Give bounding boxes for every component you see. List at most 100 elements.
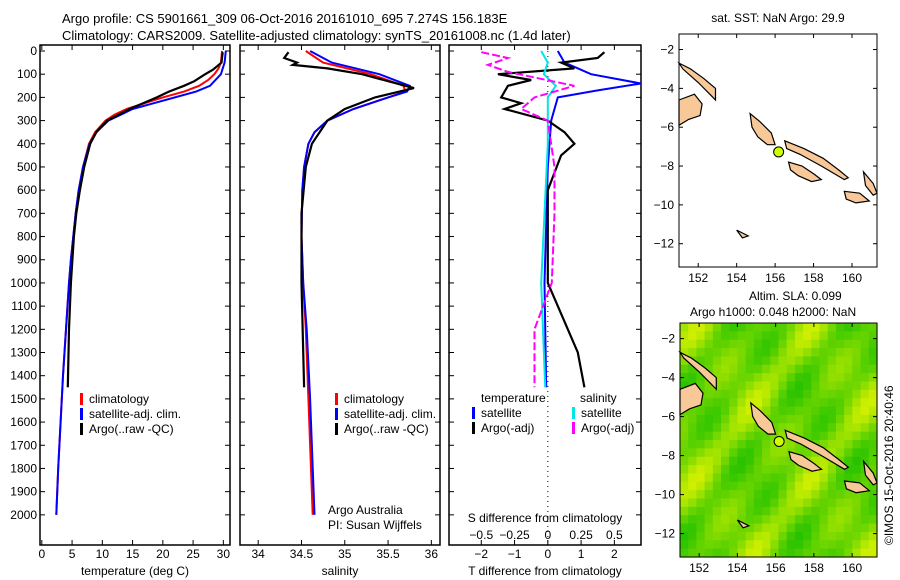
sla-cell	[770, 331, 780, 341]
sla-cell	[868, 398, 878, 408]
sla-cell	[704, 540, 714, 550]
y-tick-label: 1800	[10, 461, 37, 475]
sla-cell	[786, 381, 796, 391]
sla-cell	[778, 339, 788, 349]
sla-cell	[721, 331, 730, 341]
sla-cell	[860, 523, 870, 533]
sla-cell	[704, 423, 714, 433]
sla-cell	[811, 406, 821, 416]
sla-cell	[745, 523, 755, 533]
legend-label: Argo(-adj)	[481, 421, 534, 435]
sla-cell	[762, 406, 771, 416]
sla-cell	[762, 373, 771, 383]
y-tick-label: 1000	[10, 276, 37, 290]
sla-cell	[762, 465, 771, 475]
sla-cell	[753, 348, 763, 358]
sla-cell	[794, 423, 804, 433]
y-tick-label: 1400	[10, 369, 37, 383]
sla-cell	[868, 448, 878, 458]
sla-cell	[786, 423, 796, 433]
profile-panel-temperature: 0 5 10 15 20 25 300100200300400500600700800900…	[10, 44, 231, 578]
sla-cell	[860, 339, 870, 349]
sla-cell	[745, 515, 755, 525]
sla-cell	[762, 323, 771, 332]
sla-cell	[860, 423, 870, 433]
sla-cell	[778, 481, 788, 491]
sla-cell	[696, 381, 706, 391]
sla-cell	[688, 548, 698, 558]
sla-cell	[753, 440, 763, 449]
sla-cell	[696, 523, 706, 533]
series-climatology	[300, 50, 407, 515]
sla-cell	[729, 440, 739, 449]
sla-cell	[819, 348, 829, 358]
sla-cell	[737, 331, 747, 341]
sla-cell	[811, 389, 821, 399]
sla-cell	[803, 373, 812, 383]
sla-cell	[696, 414, 706, 424]
sla-cell	[729, 398, 739, 408]
sla-cell	[803, 414, 812, 424]
sla-cell	[680, 540, 689, 550]
sla-cell	[803, 506, 812, 516]
sla-cell	[794, 531, 804, 541]
sla-cell	[721, 456, 730, 466]
sla-cell	[835, 331, 845, 341]
sla-cell	[737, 506, 747, 516]
sla-cell	[827, 465, 837, 475]
sla-cell	[860, 323, 870, 332]
sla-cell	[803, 323, 812, 332]
sla-cell	[721, 339, 730, 349]
x-tick-label: 0	[38, 547, 45, 561]
sla-cell	[704, 348, 714, 358]
sla-cell	[827, 414, 837, 424]
sla-cell	[819, 515, 829, 525]
sla-cell	[852, 498, 862, 508]
island	[677, 61, 717, 102]
sla-cell	[762, 523, 771, 533]
sla-cell	[770, 356, 780, 366]
sla-cell	[852, 339, 862, 349]
sla-cell	[688, 490, 698, 500]
sla-cell	[778, 381, 788, 391]
sla-cell	[803, 515, 812, 525]
lat-tick-label: −6	[660, 120, 674, 134]
sla-cell	[762, 473, 771, 483]
sla-cell	[811, 540, 821, 550]
sla-cell	[745, 339, 755, 349]
sla-cell	[819, 356, 829, 366]
sla-cell	[803, 331, 812, 341]
sla-cell	[827, 356, 837, 366]
sla-cell	[868, 356, 878, 366]
sla-cell	[770, 490, 780, 500]
sla-cell	[753, 498, 763, 508]
sla-cell	[737, 373, 747, 383]
sla-cell	[745, 348, 755, 358]
argo-float-marker	[773, 435, 785, 447]
sla-cell	[786, 440, 796, 449]
sla-cell	[827, 515, 837, 525]
sla-cell	[712, 398, 722, 408]
sla-cell	[868, 389, 878, 399]
sla-cell	[844, 348, 853, 358]
sla-cell	[860, 506, 870, 516]
sla-cell	[745, 490, 755, 500]
sla-cell	[852, 506, 862, 516]
sla-cell	[811, 339, 821, 349]
sla-cell	[704, 473, 714, 483]
sla-cell	[704, 431, 714, 441]
sla-cell	[852, 356, 862, 366]
sla-cell	[835, 531, 845, 541]
sla-cell	[704, 381, 714, 391]
lat-tick-label: −2	[660, 43, 674, 57]
sla-cell	[712, 540, 722, 550]
sla-cell	[688, 364, 698, 374]
sla-cell	[844, 389, 853, 399]
sla-cell	[811, 348, 821, 358]
sla-cell	[680, 381, 689, 391]
y-tick-label: 1900	[10, 485, 37, 499]
x-tick-label: −2	[474, 547, 488, 561]
sla-cell	[803, 481, 812, 491]
sla-cell	[827, 431, 837, 441]
